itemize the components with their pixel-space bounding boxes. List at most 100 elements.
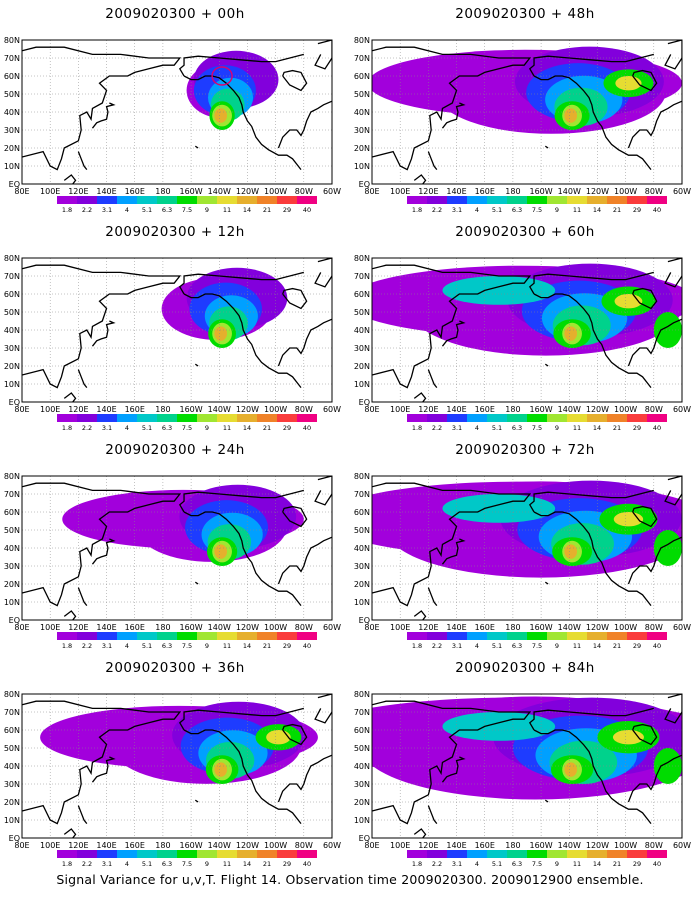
lon-label: 80W [645,623,663,632]
lon-label: 160W [179,841,202,850]
colorbar-swatch [177,196,197,204]
lon-label: 120W [236,623,259,632]
colorbar-label: 29 [283,642,291,650]
panel-title: 2009020300 + 36h [105,660,245,676]
colorbar-label: 1.8 [62,860,72,868]
colorbar-swatch [117,196,137,204]
coastline [372,700,532,825]
lat-label: 30N [4,780,20,789]
lat-label: 10N [4,380,20,389]
coastline [194,145,199,149]
colorbar-label: 3.1 [452,642,462,650]
colorbar-swatch [547,196,567,204]
colorbar-label: 1.8 [412,424,422,432]
colorbar-label: 4 [475,860,479,868]
coastline [441,538,466,565]
lon-label: 100E [40,841,60,850]
lat-label: 30N [4,344,20,353]
coastline [533,75,652,171]
colorbar: 1.8 2.2 3.1 4 5.1 6.3 7.5 9 11 14 21 29 40 [57,414,317,432]
lat-label: 30N [4,562,20,571]
colorbar-swatch [647,196,667,204]
lat-label: 80N [354,36,370,45]
colorbar-label: 21 [263,424,271,432]
lon-label: 140W [208,405,231,414]
lat-label: 70N [4,54,20,63]
colorbar-swatch [407,632,427,640]
colorbar-label: 40 [653,642,661,650]
colorbar-label: 9 [205,206,209,214]
lon-label: 100E [40,405,60,414]
colorbar-label: 7.5 [182,424,192,432]
panel-72h: 2009020300 + 72h 80N 70N 60N 50N 40N 30N 20N 10… [354,436,695,654]
panel-title: 2009020300 + 12h [105,224,245,240]
lon-label: 140E [96,623,116,632]
lat-label: 70N [4,490,20,499]
panel-36h: 2009020300 + 36h 80N 70N 60N 50N 40N 30N 20N 10… [4,654,345,872]
coastline [632,723,658,746]
lat-label: 10N [354,162,370,171]
lon-label: 60W [673,187,691,196]
colorbar-swatch [487,850,507,858]
colorbar-swatch [257,850,277,858]
colorbar-swatch [447,850,467,858]
lon-label: 120W [236,841,259,850]
colorbar-swatch [177,632,197,640]
gridlines [372,694,682,838]
coastline [528,53,654,77]
coastline [314,40,332,70]
coastline [664,694,682,724]
lon-label: 180 [155,841,170,850]
lat-label: 70N [354,490,370,499]
colorbar-label: 11 [223,642,231,650]
coastline [427,805,438,825]
variance-contour [653,312,682,348]
coastlines [372,476,682,620]
colorbar-label: 9 [555,642,559,650]
coastline [183,511,302,607]
coastline [427,587,438,607]
variance-shading [372,480,682,578]
lon-label: 180 [155,623,170,632]
variance-contour [214,108,228,123]
coastline [627,754,682,803]
lat-label: 30N [4,126,20,135]
colorbar-label: 1.8 [412,860,422,868]
flight-track [211,66,233,86]
lat-label: 70N [4,272,20,281]
colorbar-label: 11 [223,424,231,432]
lon-label: 80W [295,187,313,196]
coastline [632,287,658,310]
coastline [194,799,199,803]
variance-contour [612,730,644,745]
colorbar-label: 4 [125,206,129,214]
colorbar-label: 11 [573,206,581,214]
lon-label: 100W [264,405,287,414]
colorbar-label: 14 [593,860,601,868]
colorbar-label: 14 [243,860,251,868]
coastline [22,482,182,607]
panel-title: 2009020300 + 84h [455,660,595,676]
lat-label: 30N [354,126,370,135]
colorbar-swatch [427,632,447,640]
coastline [183,75,302,171]
gridlines [22,258,332,402]
colorbar-label: 3.1 [102,424,112,432]
coastline [372,482,532,607]
lon-label: 100E [390,841,410,850]
colorbar-swatch [447,196,467,204]
coastline [178,707,304,731]
lon-label: 120W [586,841,609,850]
lat-label: 30N [354,780,370,789]
coastline [441,320,466,347]
coastline [63,828,77,838]
colorbar-swatch [627,632,647,640]
figure-caption: Signal Variance for u,v,T. Flight 14. Ob… [56,872,644,887]
lon-label: 100W [264,623,287,632]
map-frame [371,693,683,839]
lat-label: 10N [4,162,20,171]
lat-label: 40N [4,108,20,117]
coastline [91,538,116,565]
